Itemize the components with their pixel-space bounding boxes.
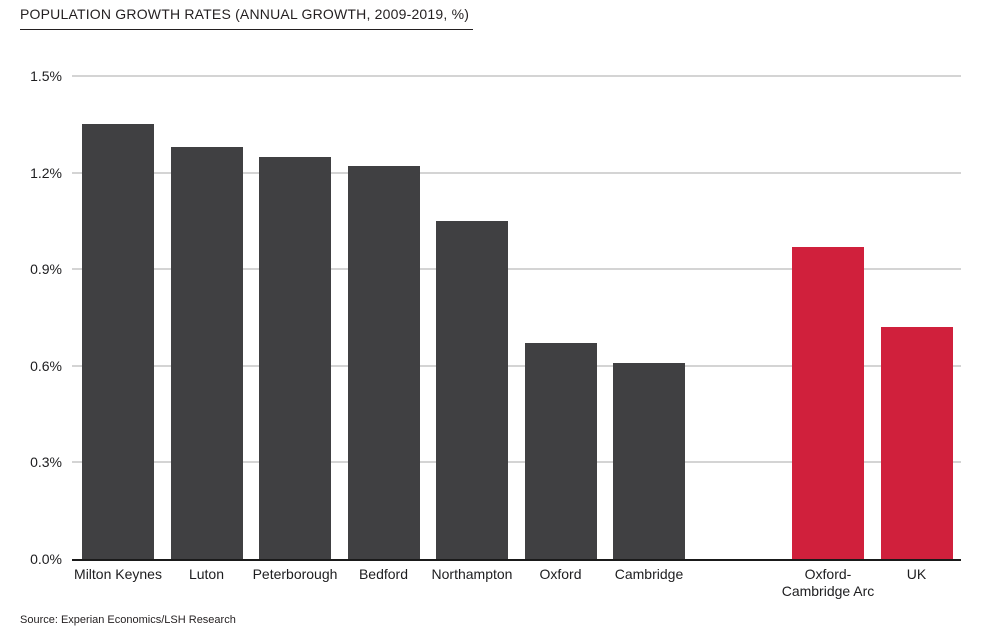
- chart-title: POPULATION GROWTH RATES (ANNUAL GROWTH, …: [20, 6, 474, 30]
- gridline: [72, 268, 961, 271]
- bar-oxford: [524, 343, 597, 559]
- x-axis-label-cambridge: Cambridge: [614, 566, 684, 582]
- y-axis-tick-label: 0.0%: [30, 551, 62, 567]
- x-axis-label-northampton: Northampton: [431, 566, 513, 582]
- bar-bedford: [347, 166, 420, 559]
- bar-luton: [170, 146, 243, 559]
- y-axis-tick-label: 0.6%: [30, 357, 62, 374]
- x-axis-label-oxford: Oxford: [539, 566, 582, 582]
- source-note: Source: Experian Economics/LSH Research: [20, 614, 236, 626]
- y-axis-tick-label: 0.9%: [30, 261, 62, 278]
- bar-milton-keynes: [82, 124, 154, 559]
- x-axis: Milton Keynes Luton Peterborough Bedford Nor…: [72, 566, 961, 610]
- gridline: [72, 364, 961, 367]
- x-axis-label-bedford: Bedford: [358, 566, 409, 582]
- y-axis-tick-label: 0.3%: [30, 454, 62, 471]
- x-axis-label-peterborough: Peterborough: [252, 566, 338, 582]
- bar-oxford-cambridge-arc: [792, 246, 864, 559]
- chart-title-text: POPULATION GROWTH RATES (ANNUAL GROWTH, …: [20, 6, 474, 30]
- gridline: [72, 171, 961, 174]
- bar-peterborough: [259, 156, 331, 559]
- gridline: [72, 461, 961, 464]
- y-axis-tick-label: 1.5%: [30, 68, 62, 84]
- bar-cambridge: [613, 362, 685, 559]
- x-axis-label-luton: Luton: [188, 566, 225, 582]
- y-axis: 0.0% 0.3% 0.6% 0.9% 1.2% 1.5%: [0, 68, 62, 567]
- x-axis-label-uk: UK: [906, 566, 927, 582]
- x-axis-line: [72, 559, 961, 561]
- x-axis-label-oxford-cambridge-arc: Oxford-Cambridge Arc: [781, 566, 875, 599]
- gridline: [72, 75, 961, 77]
- y-axis-tick-label: 1.2%: [30, 164, 62, 181]
- bar-uk: [880, 327, 953, 559]
- plot-area: [72, 75, 961, 561]
- x-axis-label-milton-keynes: Milton Keynes: [74, 566, 162, 582]
- bar-northampton: [436, 220, 508, 559]
